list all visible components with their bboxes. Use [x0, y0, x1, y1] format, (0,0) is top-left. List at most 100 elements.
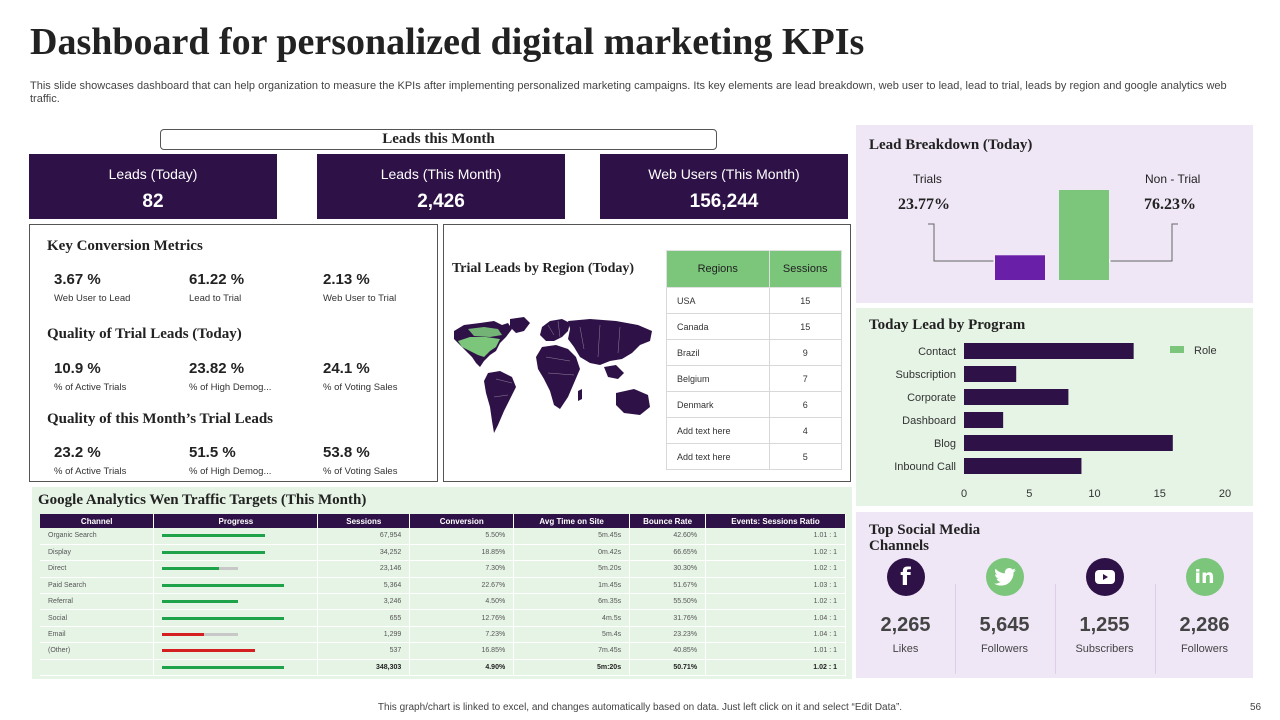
region-title: Trial Leads by Region (Today) — [452, 261, 635, 276]
metric-value: 51.5 % — [189, 444, 236, 461]
progress-track — [162, 633, 239, 637]
bounce-cell: 23.23% — [629, 626, 707, 644]
table-row: Belgium 7 — [666, 365, 842, 392]
ratio-cell: 1.04 : 1 — [705, 609, 846, 627]
x-tick-label: 20 — [1219, 488, 1231, 500]
ratio-cell: 1.04 : 1 — [705, 626, 846, 644]
progress-fill — [162, 633, 205, 637]
map-asia — [568, 319, 652, 365]
table-row: Referral 3,246 4.50% 6m.35s 55.50% 1.02 : 1 — [40, 593, 846, 611]
legend-label: Role — [1194, 345, 1217, 357]
progress-cell — [153, 577, 319, 595]
divider — [1055, 584, 1056, 674]
table-row: Organic Search 67,954 5.50% 5m.45s 42.60% 1.0… — [40, 528, 846, 545]
x-tick-label: 10 — [1088, 488, 1100, 500]
channel-cell: Referral — [40, 593, 155, 611]
social-label: Subscribers — [1075, 643, 1134, 655]
metric-label: % of Voting Sales — [323, 382, 398, 393]
kpi-label: Leads (Today) — [108, 166, 198, 182]
metric-value: 23.2 % — [54, 444, 101, 461]
sessions-cell: 537 — [317, 642, 411, 660]
bar — [964, 343, 1134, 359]
channel-cell: Direct — [40, 560, 155, 578]
metric-value: 2.13 % — [323, 271, 370, 288]
avg-time-cell: 5m.20s — [513, 560, 631, 578]
sessions-cell: 3,246 — [317, 593, 411, 611]
leads-banner: Leads this Month — [160, 129, 717, 150]
column-header: Events: Sessions Ratio — [705, 514, 846, 528]
sessions-cell: 1,299 — [317, 626, 411, 644]
bar — [964, 435, 1173, 451]
progress-track — [162, 665, 285, 669]
conversion-cell: 18.85% — [409, 544, 515, 562]
conversion-metrics-panel: Key Conversion Metrics 3.67 % Web User t… — [29, 224, 438, 482]
avg-time-cell: 7m.45s — [513, 642, 631, 660]
conversion-cell: 4.90% — [409, 659, 515, 677]
conversion-cell: 22.67% — [409, 577, 515, 595]
table-row: Display 34,252 18.85% 0m.42s 66.65% 1.02 : 1 — [40, 544, 846, 562]
map-canada-highlight — [468, 327, 502, 337]
metric-active-trials-today: 10.9 % % of Active Trials — [54, 360, 184, 393]
region-panel: Trial Leads by Region (Today) Regions Se… — [443, 224, 851, 482]
metric-voting-sales-month: 53.8 % % of Voting Sales — [323, 444, 453, 477]
metric-value: 23.82 % — [189, 360, 245, 377]
sessions-cell: 67,954 — [317, 528, 411, 545]
avg-time-cell: 4m.5s — [513, 609, 631, 627]
region-cell: Brazil — [666, 339, 770, 366]
metric-label: % of Active Trials — [54, 466, 127, 477]
progress-fill — [162, 534, 266, 538]
progress-fill — [162, 567, 219, 571]
progress-cell — [153, 593, 319, 611]
progress-cell — [153, 528, 319, 545]
channel-cell: Email — [40, 626, 155, 644]
kpi-leads-today: Leads (Today) 82 — [29, 154, 277, 219]
kpi-value: 2,426 — [417, 191, 465, 212]
metric-label: Lead to Trial — [189, 293, 242, 304]
social-label: Likes — [892, 643, 919, 655]
region-cell: Denmark — [666, 391, 770, 418]
twitter-icon — [985, 558, 1024, 596]
youtube-icon — [1085, 558, 1124, 596]
channel-cell: Organic Search — [40, 528, 155, 545]
sessions-cell: 4 — [768, 417, 842, 444]
metric-value: 10.9 % — [54, 360, 101, 377]
progress-cell — [153, 626, 319, 644]
progress-cell — [153, 609, 319, 627]
bar — [964, 458, 1082, 474]
progress-track — [162, 534, 266, 538]
map-australia — [616, 389, 650, 415]
category-label: Inbound Call — [894, 461, 956, 473]
analytics-table: Channel Progress Sessions Conversion Avg… — [40, 514, 846, 677]
table-row: Email 1,299 7.23% 5m.4s 23.23% 1.04 : 1 — [40, 626, 846, 644]
map-africa — [536, 345, 580, 409]
conversion-cell: 12.76% — [409, 609, 515, 627]
avg-time-cell: 1m.45s — [513, 577, 631, 595]
bounce-cell: 42.60% — [629, 528, 707, 545]
metric-label: % of High Demog... — [189, 382, 272, 393]
page-subtitle: This slide showcases dashboard that can … — [30, 80, 1227, 105]
social-label: Followers — [980, 643, 1029, 655]
section-title: Quality of this Month’s Trial Leads — [47, 411, 273, 427]
social-channel-facebook: f 2,265 Likes — [856, 558, 955, 655]
x-tick-label: 15 — [1154, 488, 1166, 500]
metric-web-user-to-trial: 2.13 % Web User to Trial — [323, 271, 453, 304]
sessions-cell: 655 — [317, 609, 411, 627]
ratio-cell: 1.01 : 1 — [705, 528, 846, 545]
region-cell: Canada — [666, 313, 770, 340]
lead-by-program-chart: Contact Subscription Corporate Dashboard Blo… — [894, 343, 1231, 500]
ratio-cell: 1.02 : 1 — [705, 544, 846, 562]
sessions-cell: 15 — [768, 313, 842, 340]
progress-cell — [153, 544, 319, 562]
progress-fill — [162, 583, 285, 587]
table-row: Direct 23,146 7.30% 5m.20s 30.30% 1.02 : 1 — [40, 560, 846, 578]
category-label: Contact — [918, 346, 956, 358]
metric-value: 24.1 % — [323, 360, 370, 377]
lead-breakdown-panel: Lead Breakdown (Today) Trials 23.77% Non… — [856, 125, 1253, 303]
facebook-icon: f — [886, 558, 925, 596]
metric-value: 61.22 % — [189, 271, 245, 288]
social-channel-twitter: 5,645 Followers — [955, 558, 1054, 655]
social-value: 2,265 — [880, 614, 931, 636]
progress-cell — [153, 642, 319, 660]
page-title: Dashboard for personalized digital marke… — [30, 21, 865, 63]
sessions-cell: 6 — [768, 391, 842, 418]
